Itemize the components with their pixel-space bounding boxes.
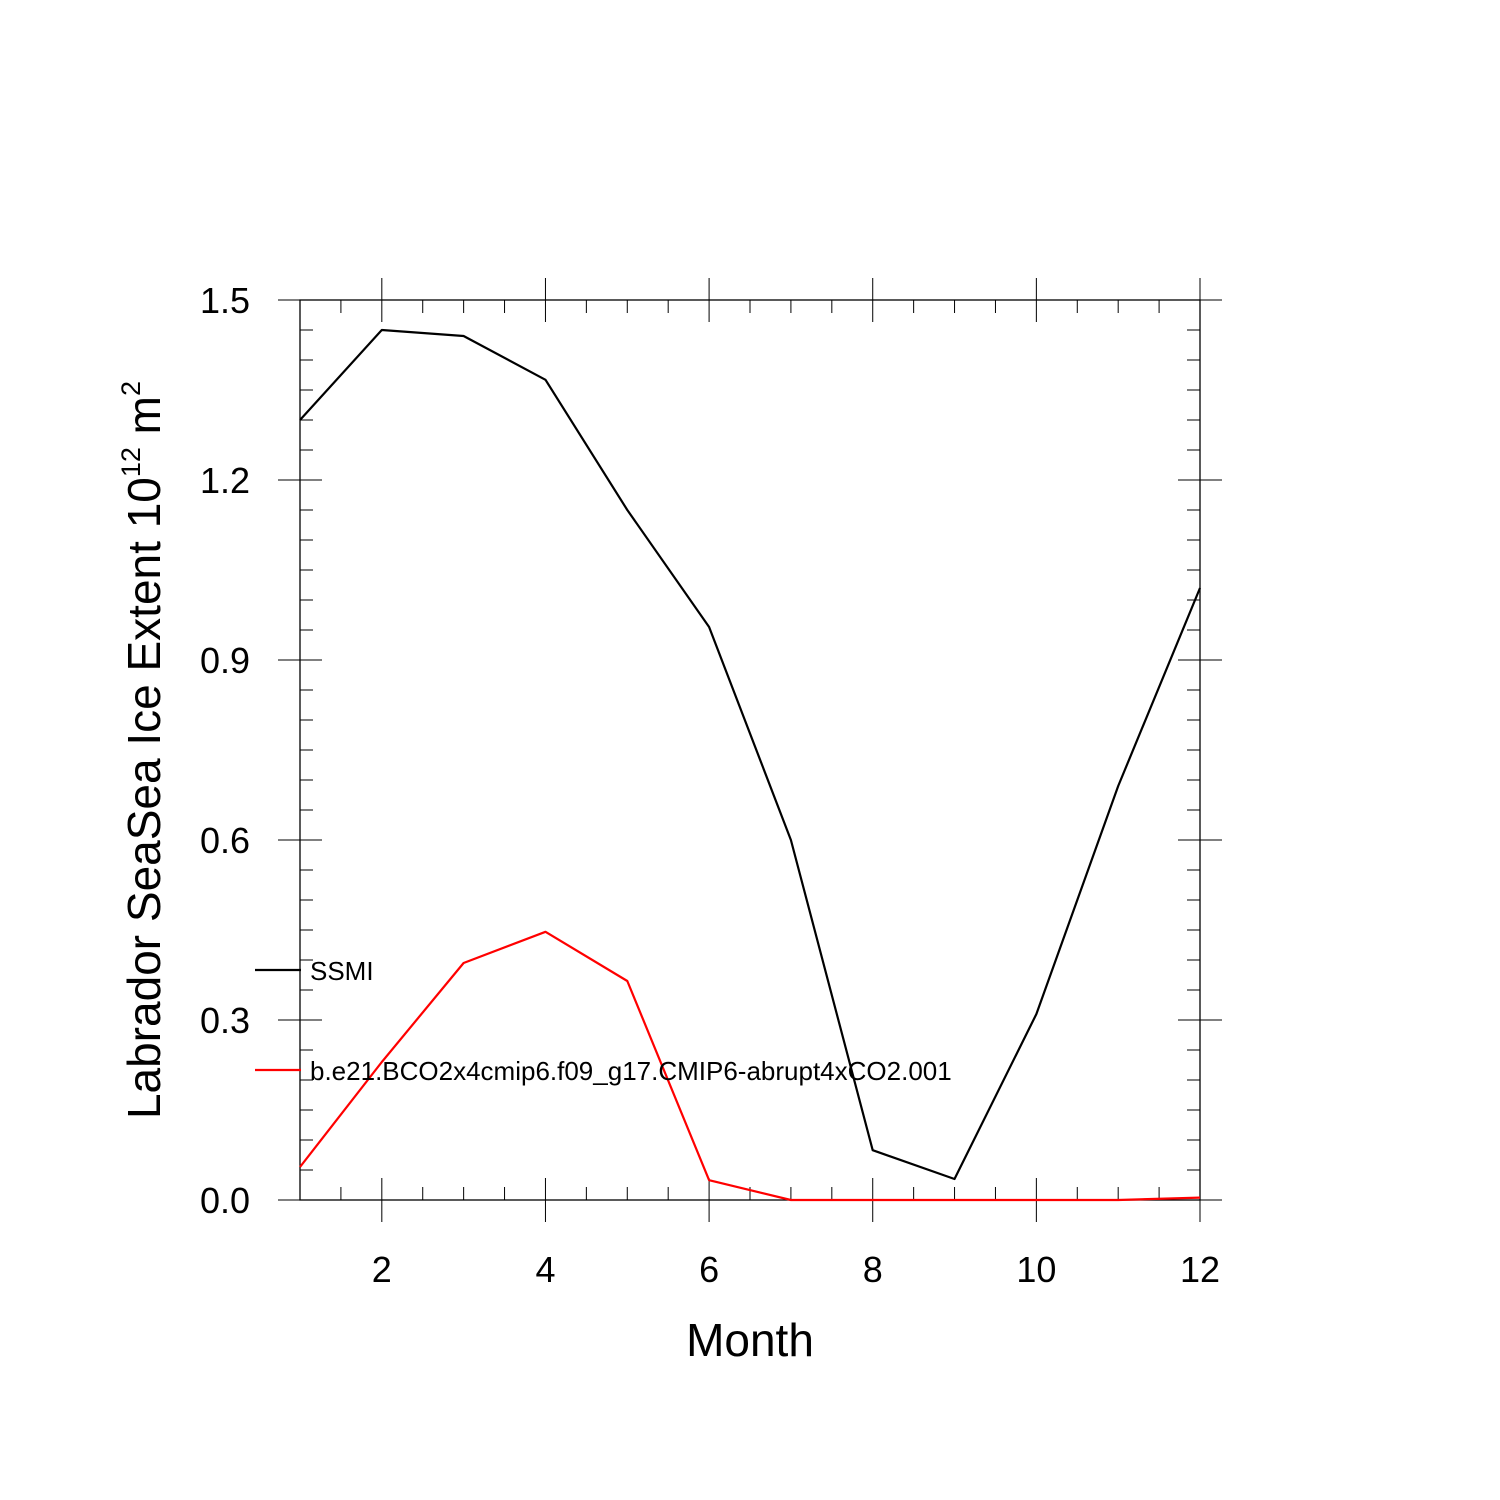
x-tick-label: 4 <box>535 1249 555 1290</box>
x-tick-labels: 2 4 6 8 10 12 <box>372 1249 1220 1290</box>
y-tick-label: 1.5 <box>200 280 250 321</box>
y-tick-label: 0.9 <box>200 640 250 681</box>
x-tick-label: 2 <box>372 1249 392 1290</box>
y-tick-label: 0.3 <box>200 1000 250 1041</box>
y-axis-title-exponent: 12 <box>116 447 146 477</box>
x-axis-title: Month <box>686 1314 814 1366</box>
series-layer <box>299 328 1202 1202</box>
series-line-2 <box>299 930 1201 1202</box>
legend-label: SSMI <box>310 956 374 986</box>
legend-label: b.e21.BCO2x4cmip6.f09_g17.CMIP6-abrupt4x… <box>310 1056 952 1086</box>
series-line-1 <box>299 328 1202 1181</box>
x-tick-label: 10 <box>1016 1249 1056 1290</box>
y-tick-label: 1.2 <box>200 460 250 501</box>
y-axis-title-unit: m <box>118 396 170 447</box>
y-tick-label: 0.0 <box>200 1180 250 1221</box>
y-tick-labels: 0.0 0.3 0.6 0.9 1.2 1.5 <box>200 280 250 1221</box>
x-tick-label: 12 <box>1180 1249 1220 1290</box>
y-axis-title-prefix: Labrador SeaSea Ice Extent 10 <box>118 477 170 1119</box>
plot-frame <box>299 299 1201 1201</box>
x-tick-label: 6 <box>699 1249 719 1290</box>
y-tick-label: 0.6 <box>200 820 250 861</box>
legend: SSMI b.e21.BCO2x4cmip6.f09_g17.CMIP6-abru… <box>255 956 952 1086</box>
y-axis-title-unit-exponent: 2 <box>116 381 146 396</box>
y-axis-title: Labrador SeaSea Ice Extent 1012 m2 <box>116 381 170 1119</box>
x-tick-label: 8 <box>863 1249 883 1290</box>
